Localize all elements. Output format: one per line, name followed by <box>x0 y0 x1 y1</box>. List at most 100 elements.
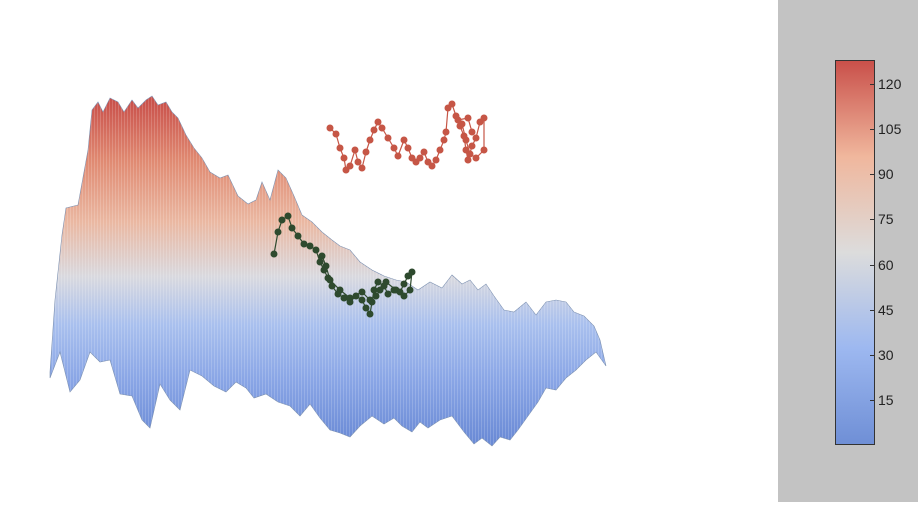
floating-trajectory-point <box>468 128 476 136</box>
floating-trajectory-point <box>374 118 382 126</box>
floating-trajectory-point <box>442 128 450 136</box>
colorbar-tick-label: 105 <box>878 121 902 138</box>
surface-trajectory-point <box>358 288 366 296</box>
floating-trajectory-point <box>440 136 448 144</box>
floating-trajectory-point <box>480 146 488 154</box>
colorbar-tick-mark <box>870 129 875 131</box>
colorbar-tick-label: 45 <box>878 301 894 318</box>
floating-trajectory-point <box>468 142 476 150</box>
floating-trajectory-point <box>358 164 366 172</box>
floating-trajectory-point <box>480 114 488 122</box>
surface-trajectory-point <box>384 290 392 298</box>
floating-trajectory-point <box>340 154 348 162</box>
surface-trajectory-point <box>352 292 360 300</box>
colorbar-tick-mark <box>870 264 875 266</box>
surface-trajectory-point <box>406 286 414 294</box>
colorbar <box>835 60 875 445</box>
surface-trajectory-point <box>358 296 366 304</box>
colorbar-tick-label: 90 <box>878 166 894 183</box>
surface-trajectory-point <box>326 276 334 284</box>
surface-trajectory-point <box>408 268 416 276</box>
surface-trajectory <box>270 212 416 318</box>
colorbar-tick-label: 30 <box>878 346 894 363</box>
colorbar-tick-label: 15 <box>878 391 894 408</box>
surface-trajectory-point <box>366 296 374 304</box>
surface-trajectory-point <box>288 224 296 232</box>
colorbar-tick-mark <box>870 309 875 311</box>
surface-trajectory-point <box>340 294 348 302</box>
floating-trajectory-point <box>354 158 362 166</box>
floating-trajectory-point <box>394 152 402 160</box>
surface-trajectory-point <box>322 262 330 270</box>
floating-trajectory-point <box>462 146 470 154</box>
surface-trajectory-point <box>376 286 384 294</box>
surface-trajectory-point <box>336 286 344 294</box>
floating-trajectory-point <box>390 144 398 152</box>
floating-trajectory-point <box>472 134 480 142</box>
floating-trajectory-point <box>412 158 420 166</box>
colorbar-tick-mark <box>870 354 875 356</box>
floating-trajectory-point <box>436 146 444 154</box>
floating-trajectory-point <box>466 150 474 158</box>
colorbar-tick-label: 60 <box>878 256 894 273</box>
floating-trajectory-point <box>432 156 440 164</box>
surface-trajectory-point <box>370 286 378 294</box>
floating-trajectory-point <box>378 124 386 132</box>
surface-trajectory-point <box>270 250 278 258</box>
floating-trajectory-point <box>384 134 392 142</box>
surface-trajectory-point <box>306 242 314 250</box>
floating-trajectory-point <box>400 136 408 144</box>
surface-plot <box>49 95 607 447</box>
colorbar-tick-label: 120 <box>878 76 902 93</box>
surface-trajectory-point <box>392 286 400 294</box>
floating-trajectory-point <box>362 148 370 156</box>
colorbar-tick-mark <box>870 174 875 176</box>
surface-trajectory-point <box>362 304 370 312</box>
floating-trajectory-point <box>464 156 472 164</box>
floating-trajectory-point <box>326 124 334 132</box>
surface-trajectory-point <box>316 258 324 266</box>
floating-trajectory-point <box>346 162 354 170</box>
surface-trajectory-point <box>366 310 374 318</box>
surface-trajectory-point <box>346 294 354 302</box>
floating-trajectory-point <box>342 166 350 174</box>
floating-trajectory-point <box>444 104 452 112</box>
surface-trajectory-point <box>328 282 336 290</box>
plot-area <box>49 95 607 447</box>
surface-trajectory-point <box>294 232 302 240</box>
floating-trajectory-point <box>458 120 466 128</box>
surface-trajectory-point <box>400 292 408 300</box>
floating-trajectory <box>326 100 488 174</box>
floating-trajectory-point <box>416 154 424 162</box>
floating-trajectory-point <box>464 114 472 122</box>
colorbar-tick-mark <box>870 219 875 221</box>
surface-trajectory-point <box>404 272 412 280</box>
floating-trajectory-point <box>472 154 480 162</box>
colorbar-tick-mark <box>870 399 875 401</box>
floating-trajectory-point <box>351 146 359 154</box>
floating-trajectory-point <box>404 144 412 152</box>
floating-trajectory-point <box>370 126 378 134</box>
floating-trajectory-point <box>476 118 484 126</box>
floating-trajectory-point <box>448 100 456 108</box>
surface-trajectory-point <box>400 280 408 288</box>
surface-trajectory-point <box>374 278 382 286</box>
floating-trajectory-point <box>420 148 428 156</box>
colorbar-tick-label: 75 <box>878 211 894 228</box>
surface-trajectory-point <box>382 278 390 286</box>
floating-trajectory-point <box>366 136 374 144</box>
surface-trajectory-point <box>312 246 320 254</box>
floating-trajectory-point <box>462 136 470 144</box>
floating-trajectory-point <box>454 116 462 124</box>
surface-trajectory-point <box>278 216 286 224</box>
floating-trajectory-point <box>336 144 344 152</box>
surface-trajectory-point <box>300 240 308 248</box>
surface-trajectory-point <box>372 292 380 300</box>
surface-trajectory-point <box>274 228 282 236</box>
floating-trajectory-point <box>408 154 416 162</box>
floating-trajectory-point <box>428 162 436 170</box>
surface-trajectory-point <box>318 252 326 260</box>
floating-trajectory-point <box>332 130 340 138</box>
surface-trajectory-point <box>284 212 292 220</box>
colorbar-tick-mark <box>870 84 875 86</box>
